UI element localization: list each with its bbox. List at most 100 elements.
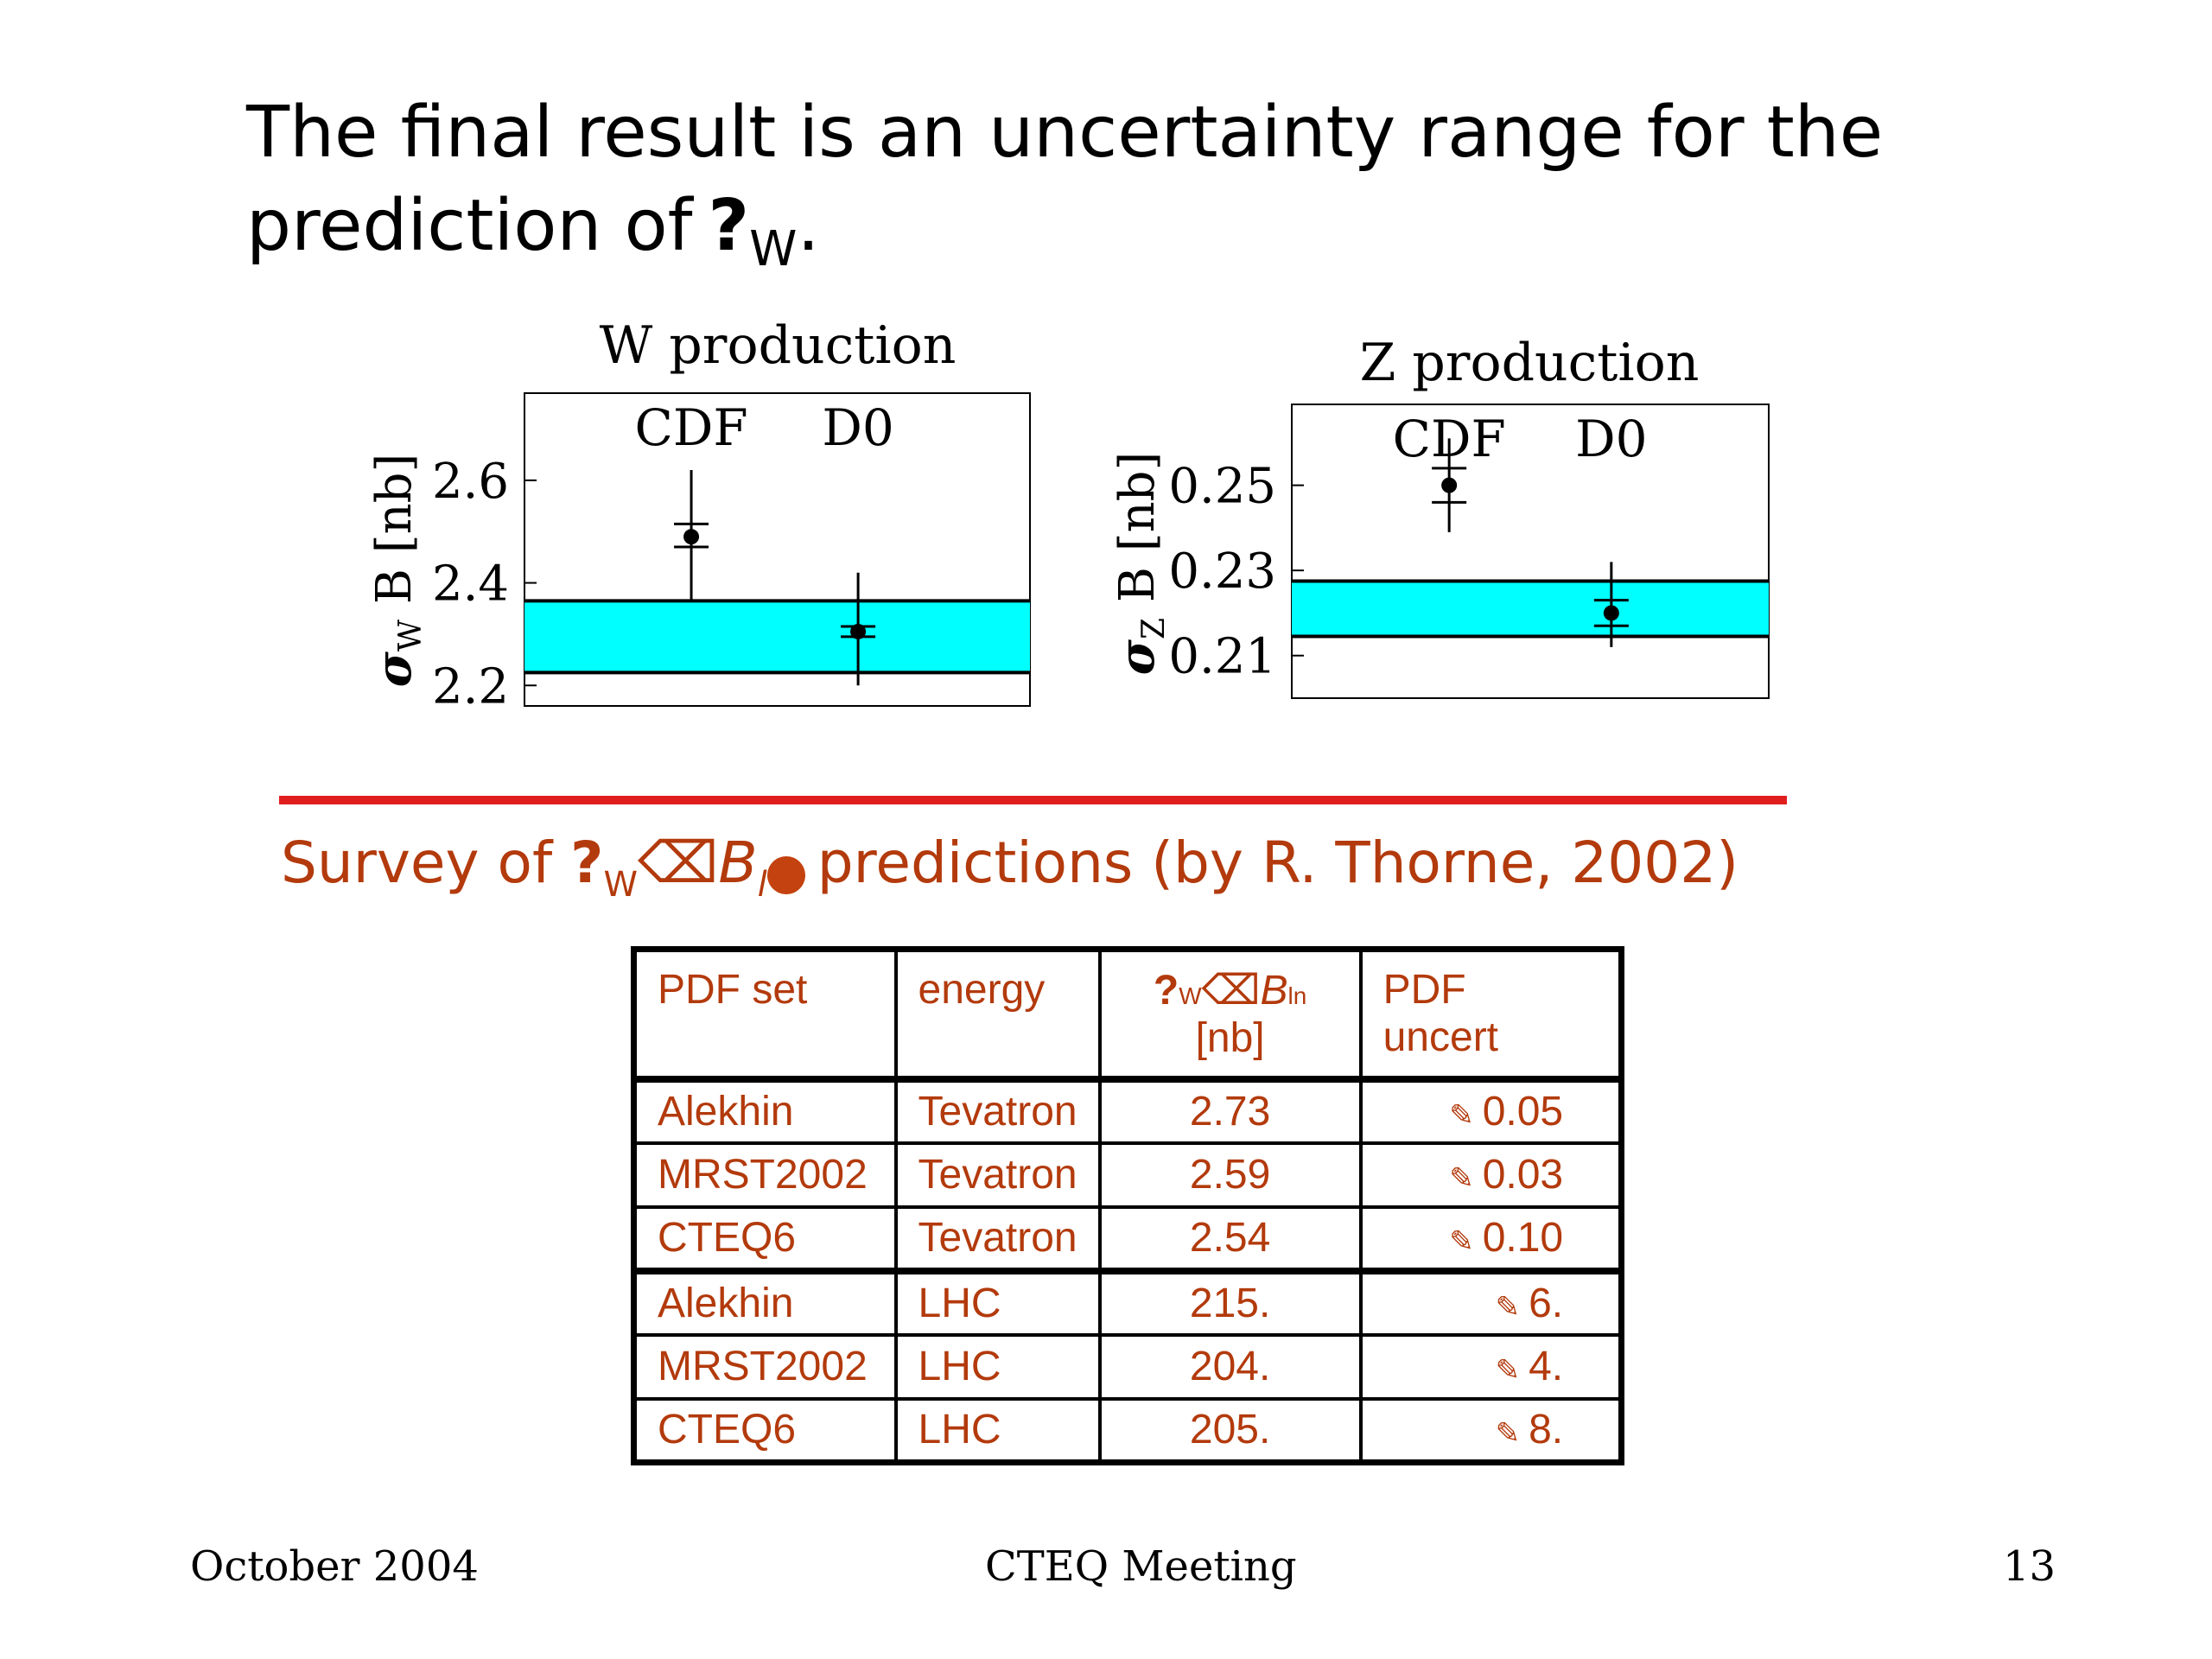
w-chart-points: CDF D0 (634, 398, 894, 686)
title-symbol: ? (708, 185, 750, 267)
header-pdf-set: PDF set (632, 947, 898, 1083)
table-row: MRST2002 Tevatron 2.59 ✎ 0.03 (632, 1141, 1624, 1209)
cell-pdf: CTEQ6 (632, 1205, 898, 1273)
header-cross-section: ?W⌫Bln [nb] (1097, 947, 1363, 1083)
cell-energy: LHC (893, 1267, 1102, 1337)
slide-title: The final result is an uncertainty range… (246, 86, 2061, 296)
cell-uncert: ✎ 0.10 (1358, 1205, 1624, 1273)
cell-value: 2.59 (1097, 1141, 1363, 1209)
w-chart-ylabel: σW B [nb] (365, 454, 429, 688)
cell-pdf: CTEQ6 (632, 1396, 898, 1465)
footer-page-number: 13 (2003, 1542, 2056, 1591)
table-row: CTEQ6 LHC 205. ✎ 8. (632, 1396, 1624, 1465)
survey-b-subscript: l (757, 865, 767, 905)
header-unit: [nb] (1195, 1015, 1265, 1061)
plus-minus-icon: ✎ (1495, 1291, 1521, 1324)
w-data-point-cdf (683, 529, 700, 545)
w-chart-band (524, 599, 1030, 675)
section-divider (279, 796, 1787, 804)
z-chart-points: CDF D0 (1393, 410, 1648, 647)
cell-energy: LHC (893, 1332, 1102, 1401)
w-ytick-label: 2.6 (432, 454, 509, 510)
plus-minus-icon: ✎ (1449, 1225, 1474, 1258)
cell-uncert-value: 4. (1529, 1344, 1564, 1389)
plus-minus-icon: ✎ (1495, 1417, 1521, 1451)
z-chart-band (1292, 579, 1769, 639)
svg-text:σW B [nb]: σW B [nb] (365, 454, 429, 688)
cell-energy: Tevatron (893, 1205, 1102, 1273)
z-chart-title: Z production (1360, 333, 1700, 393)
cell-uncert: ✎ 0.05 (1358, 1077, 1624, 1145)
cell-uncert: ✎ 4. (1358, 1332, 1624, 1401)
header-b: B (1260, 968, 1288, 1014)
table-header-row: PDF set energy ?W⌫Bln [nb] PDF uncert (632, 947, 1624, 1083)
cell-uncert-value: 0.10 (1482, 1215, 1564, 1261)
cell-energy: Tevatron (893, 1077, 1102, 1145)
header-uncert: PDF uncert (1358, 947, 1624, 1083)
cell-energy: Tevatron (893, 1141, 1102, 1209)
w-label-cdf: CDF (634, 398, 747, 457)
survey-heading: Survey of ?W⌫Bl predictions (by R. Thorne… (281, 830, 1738, 905)
title-line-1: The final result is an uncertainty range… (246, 92, 1884, 174)
cell-uncert: ✎ 0.03 (1358, 1141, 1624, 1209)
w-label-d0: D0 (822, 398, 893, 457)
cell-uncert-value: 0.05 (1482, 1089, 1564, 1135)
survey-prefix: Survey of (281, 830, 553, 896)
z-ytick-label: 0.23 (1168, 543, 1276, 600)
cell-value: 204. (1097, 1332, 1363, 1401)
w-chart-title: W production (600, 315, 957, 376)
cell-pdf: Alekhin (632, 1077, 898, 1145)
survey-b: B (718, 830, 758, 896)
survey-suffix: predictions (by R. Thorne, 2002) (817, 830, 1739, 896)
z-ytick-label: 0.21 (1168, 629, 1276, 685)
header-energy: energy (893, 947, 1102, 1083)
cell-uncert-value: 0.03 (1482, 1152, 1564, 1198)
z-band-area (1292, 581, 1769, 637)
z-production-chart: Z production σZ B [nb] 0.21 0.23 0.25 CDF D… (1109, 333, 1770, 699)
survey-blob-icon (766, 856, 805, 894)
cell-value: 205. (1097, 1396, 1363, 1465)
z-data-point-cdf (1441, 477, 1458, 493)
cell-uncert: ✎ 6. (1358, 1267, 1624, 1337)
table-row: CTEQ6 Tevatron 2.54 ✎ 0.10 (632, 1205, 1624, 1273)
plus-minus-icon: ✎ (1495, 1354, 1521, 1387)
footer-date: October 2004 (190, 1542, 479, 1591)
w-chart-frame (524, 392, 1031, 707)
cell-pdf: Alekhin (632, 1267, 898, 1337)
footer-event: CTEQ Meeting (985, 1542, 1297, 1591)
header-b-sub: ln (1287, 982, 1307, 1009)
z-data-point-d0 (1603, 605, 1619, 621)
header-symbol-sub: W (1179, 982, 1202, 1009)
w-chart-yticks: 2.2 2.4 2.6 (432, 454, 537, 715)
z-ytick-label: 0.25 (1168, 459, 1276, 515)
cell-value: 2.54 (1097, 1205, 1363, 1273)
cell-energy: LHC (893, 1396, 1102, 1465)
cell-value: 215. (1097, 1267, 1363, 1337)
cell-uncert: ✎ 8. (1358, 1396, 1624, 1465)
title-line-2: prediction of ?W. (246, 180, 2061, 296)
w-ytick-label: 2.4 (432, 556, 509, 613)
z-chart-frame (1291, 404, 1770, 699)
table-row: Alekhin Tevatron 2.73 ✎ 0.05 (632, 1077, 1624, 1145)
z-chart-yticks: 0.21 0.23 0.25 (1168, 459, 1304, 685)
header-symbol: ? (1153, 968, 1179, 1014)
cell-value: 2.73 (1097, 1077, 1363, 1145)
w-production-chart: W production σW B [nb] 2.2 2.4 2.6 CDF D0 (365, 315, 1031, 715)
cell-uncert-value: 8. (1529, 1407, 1564, 1453)
cell-pdf: MRST2002 (632, 1332, 898, 1401)
pdf-predictions-table: PDF set energy ?W⌫Bln [nb] PDF uncert Ale… (631, 946, 1625, 1465)
table-row: MRST2002 LHC 204. ✎ 4. (632, 1332, 1624, 1401)
plus-minus-icon: ✎ (1449, 1099, 1474, 1132)
z-chart-ylabel: σZ B [nb] (1109, 452, 1172, 676)
survey-subscript: W (603, 865, 639, 905)
title-line-2-text: prediction of (246, 185, 693, 267)
cell-pdf: MRST2002 (632, 1141, 898, 1209)
header-glyph: ⌫ (1201, 968, 1261, 1014)
cell-uncert-value: 6. (1529, 1281, 1564, 1326)
survey-glyph: ⌫ (638, 830, 719, 896)
svg-text:σZ B [nb]: σZ B [nb] (1109, 452, 1172, 676)
w-band-area (524, 601, 1030, 673)
plus-minus-icon: ✎ (1449, 1162, 1474, 1195)
title-period: . (797, 185, 820, 267)
title-subscript: W (749, 221, 798, 277)
